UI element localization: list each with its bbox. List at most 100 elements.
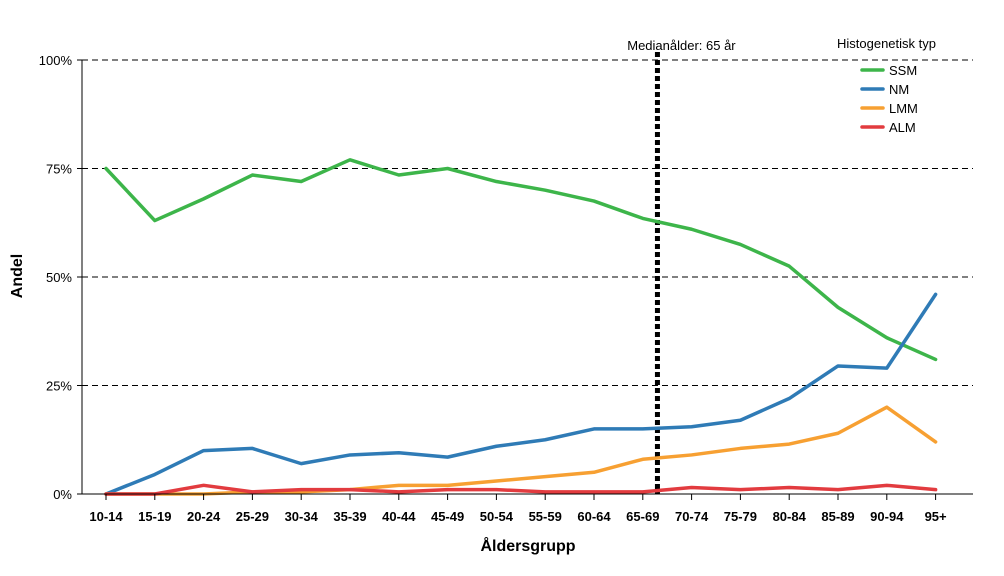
data-point-lmm <box>593 471 595 474</box>
data-point-ssm <box>398 174 400 176</box>
data-point-alm <box>300 488 303 491</box>
data-point-alm <box>934 488 937 491</box>
x-tick-label: 40-44 <box>382 509 416 524</box>
data-point-nm <box>544 438 546 441</box>
legend: Histogenetisk typ SSM NM LMM ALM <box>837 36 936 135</box>
data-point-nm <box>446 456 449 458</box>
data-point-ssm <box>642 217 644 220</box>
data-point-ssm <box>934 358 937 361</box>
data-point-lmm <box>495 480 498 482</box>
legend-label-alm: ALM <box>889 120 916 135</box>
data-point-alm <box>886 484 888 487</box>
data-point-ssm <box>690 228 693 231</box>
data-point-nm <box>837 365 839 367</box>
data-point-lmm <box>642 458 644 461</box>
data-point-lmm <box>934 441 937 443</box>
x-tick-label: 15-19 <box>138 509 171 524</box>
data-point-alm <box>593 491 595 493</box>
data-point-nm <box>251 447 254 450</box>
data-point-lmm <box>837 432 839 435</box>
data-point-alm <box>446 488 449 491</box>
y-tick-label: 50% <box>46 270 72 285</box>
data-point-ssm <box>593 200 595 202</box>
data-point-alm <box>642 491 644 493</box>
legend-label-nm: NM <box>889 82 909 97</box>
x-tick-label: 45-49 <box>431 509 464 524</box>
data-point-ssm <box>837 306 839 309</box>
data-point-ssm <box>105 167 107 170</box>
data-point-alm <box>495 488 498 491</box>
data-point-nm <box>300 462 303 465</box>
data-point-nm <box>202 449 205 452</box>
data-point-nm <box>349 454 351 456</box>
x-tick-label: 25-29 <box>236 509 269 524</box>
data-point-alm <box>398 491 400 493</box>
data-point-ssm <box>154 219 156 222</box>
data-point-lmm <box>739 447 742 450</box>
legend-title: Histogenetisk typ <box>837 36 936 51</box>
legend-label-lmm: LMM <box>889 101 918 116</box>
data-point-ssm <box>300 180 303 183</box>
data-point-alm <box>837 488 839 491</box>
y-tick-label: 75% <box>46 162 72 177</box>
x-tick-label: 20-24 <box>187 509 221 524</box>
x-tick-label: 35-39 <box>333 509 366 524</box>
data-point-nm <box>642 428 644 430</box>
data-point-ssm <box>446 167 449 170</box>
y-tick-label: 100% <box>39 53 73 68</box>
chart-text: 0% 25% 50% 75% 100% 10-14 15-19 20-24 25-29 30-34… <box>9 38 947 555</box>
data-point-lmm <box>788 443 790 445</box>
data-point-alm <box>739 488 742 491</box>
x-tick-label: 10-14 <box>89 509 123 524</box>
x-tick-label: 85-89 <box>821 509 854 524</box>
data-point-lmm <box>398 484 400 487</box>
data-point-nm <box>593 428 595 430</box>
series-line-nm <box>104 292 938 496</box>
series-lines <box>104 158 938 496</box>
x-tick-label: 65-69 <box>626 509 659 524</box>
data-point-lmm <box>446 484 449 487</box>
data-point-lmm <box>544 475 546 478</box>
series-line-ssm <box>104 158 938 362</box>
data-point-lmm <box>886 406 888 409</box>
y-tick-label: 25% <box>46 379 72 394</box>
x-tick-label: 30-34 <box>285 509 319 524</box>
data-point-lmm <box>690 454 693 456</box>
series-line-alm <box>104 483 938 496</box>
y-axis-title: Andel <box>9 254 26 298</box>
legend-label-ssm: SSM <box>889 63 917 78</box>
data-point-ssm <box>739 243 742 246</box>
x-tick-label: 70-74 <box>675 509 709 524</box>
data-point-lmm <box>300 491 303 493</box>
data-point-nm <box>154 473 156 476</box>
data-point-alm <box>690 486 693 489</box>
data-point-nm <box>739 419 742 422</box>
x-tick-label: 90-94 <box>870 509 904 524</box>
y-tick-label: 0% <box>53 487 72 502</box>
data-point-nm <box>398 451 400 454</box>
median-age-label: Medianålder: 65 år <box>627 38 736 53</box>
data-point-nm <box>886 367 888 369</box>
data-point-ssm <box>202 198 205 200</box>
data-point-alm <box>788 486 790 489</box>
data-point-ssm <box>886 336 888 339</box>
data-point-ssm <box>251 174 254 176</box>
data-point-ssm <box>788 265 790 267</box>
x-tick-label: 55-59 <box>529 509 562 524</box>
x-tick-label: 60-64 <box>577 509 611 524</box>
axes <box>77 59 973 500</box>
data-point-ssm <box>544 189 546 191</box>
data-point-alm <box>251 491 254 493</box>
x-tick-label: 95+ <box>925 509 947 524</box>
x-tick-label: 75-79 <box>724 509 757 524</box>
grid-lines <box>82 59 973 386</box>
data-point-nm <box>495 445 498 448</box>
data-point-ssm <box>349 159 351 161</box>
x-tick-label: 50-54 <box>480 509 514 524</box>
data-point-alm <box>349 488 351 491</box>
x-axis-title: Åldersgrupp <box>480 536 575 555</box>
x-tick-label: 80-84 <box>773 509 807 524</box>
data-point-nm <box>788 397 790 400</box>
